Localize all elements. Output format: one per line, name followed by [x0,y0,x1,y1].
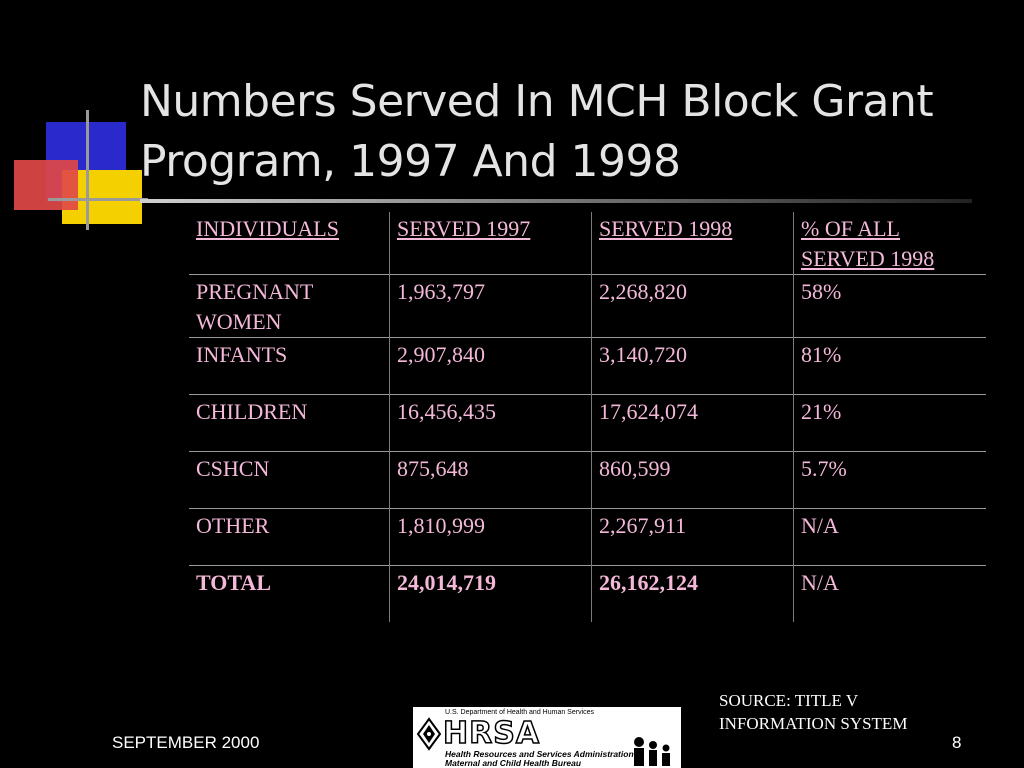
percent-cell: 81% [793,337,986,395]
logo-line-1: Health Resources and Services Administra… [445,749,634,759]
row-label: CHILDREN [189,394,390,452]
served-1997-cell: 24,014,719 [389,565,592,622]
table-row: OTHER 1,810,999 2,267,911 N/A [189,508,986,566]
header-percent-served: % OF ALL SERVED 1998 [793,212,986,275]
header-served-1997: SERVED 1997 [389,212,592,275]
vertical-line [86,110,89,230]
logo-wordmark: HRSA [442,716,541,751]
served-1998-cell: 860,599 [591,451,794,509]
logo-line-2: Maternal and Child Health Bureau [445,758,582,768]
row-label: TOTAL [189,565,390,622]
served-1997-cell: 1,810,999 [389,508,592,566]
decorative-squares [0,0,160,240]
row-label: CSHCN [189,451,390,509]
table-row: PREGNANT WOMEN 1,963,797 2,268,820 58% [189,274,986,338]
title-divider [140,199,972,203]
logo-department-text: U.S. Department of Health and Human Serv… [445,709,595,716]
table-row: INFANTS 2,907,840 3,140,720 81% [189,337,986,395]
footer-date: SEPTEMBER 2000 [112,733,260,752]
horizontal-line [48,198,148,201]
percent-cell: N/A [793,565,986,622]
served-1997-cell: 2,907,840 [389,337,592,395]
served-1997-cell: 16,456,435 [389,394,592,452]
hrsa-logo: U.S. Department of Health and Human Serv… [413,707,681,768]
served-1997-cell: 875,648 [389,451,592,509]
slide-title: Numbers Served In MCH Block Grant Progra… [140,76,934,187]
served-1998-cell: 26,162,124 [591,565,794,622]
served-table: INDIVIDUALS SERVED 1997 SERVED 1998 % OF… [189,212,986,622]
total-row: TOTAL 24,014,719 26,162,124 N/A [189,565,986,622]
percent-cell: N/A [793,508,986,566]
source-note: SOURCE: TITLE V INFORMATION SYSTEM [719,691,908,733]
red-square [14,160,78,210]
percent-cell: 21% [793,394,986,452]
hhs-emblem-icon [416,717,442,751]
served-1998-cell: 2,267,911 [591,508,794,566]
slide-number: 8 [952,733,962,752]
percent-cell: 58% [793,274,986,338]
table-header-row: INDIVIDUALS SERVED 1997 SERVED 1998 % OF… [189,212,986,275]
header-served-1998: SERVED 1998 [591,212,794,275]
row-label: PREGNANT WOMEN [189,274,390,338]
percent-cell: 5.7% [793,451,986,509]
row-label: OTHER [189,508,390,566]
table-row: CHILDREN 16,456,435 17,624,074 21% [189,394,986,452]
served-1998-cell: 2,268,820 [591,274,794,338]
served-1998-cell: 3,140,720 [591,337,794,395]
header-individuals: INDIVIDUALS [196,216,339,241]
served-1998-cell: 17,624,074 [591,394,794,452]
family-figures-icon [634,737,670,766]
table-row: CSHCN 875,648 860,599 5.7% [189,451,986,509]
row-label: INFANTS [189,337,390,395]
served-1997-cell: 1,963,797 [389,274,592,338]
